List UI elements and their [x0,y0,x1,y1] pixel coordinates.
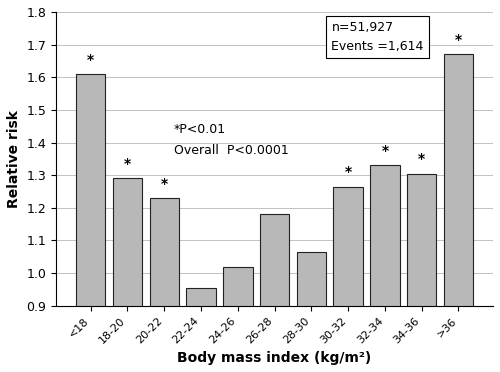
Text: *: * [344,166,352,179]
Text: *: * [160,177,168,191]
Text: Overall  P<0.0001: Overall P<0.0001 [174,144,289,157]
Text: *: * [87,53,94,67]
Text: n=51,927
Events =1,614: n=51,927 Events =1,614 [332,21,424,53]
Bar [296,252,326,372]
Bar [334,187,363,372]
Bar [76,74,106,372]
Bar [260,214,290,372]
Y-axis label: Relative risk: Relative risk [7,110,21,208]
Text: *P<0.01: *P<0.01 [174,123,226,136]
Bar [370,166,400,372]
Bar [223,267,252,372]
Bar [407,173,436,372]
Text: *: * [418,153,426,166]
X-axis label: Body mass index (kg/m²): Body mass index (kg/m²) [178,351,372,365]
Text: *: * [382,144,388,158]
Text: *: * [455,33,462,47]
Bar [444,54,473,372]
Bar [112,179,142,372]
Text: *: * [124,157,131,171]
Bar [186,288,216,372]
Bar [150,198,179,372]
